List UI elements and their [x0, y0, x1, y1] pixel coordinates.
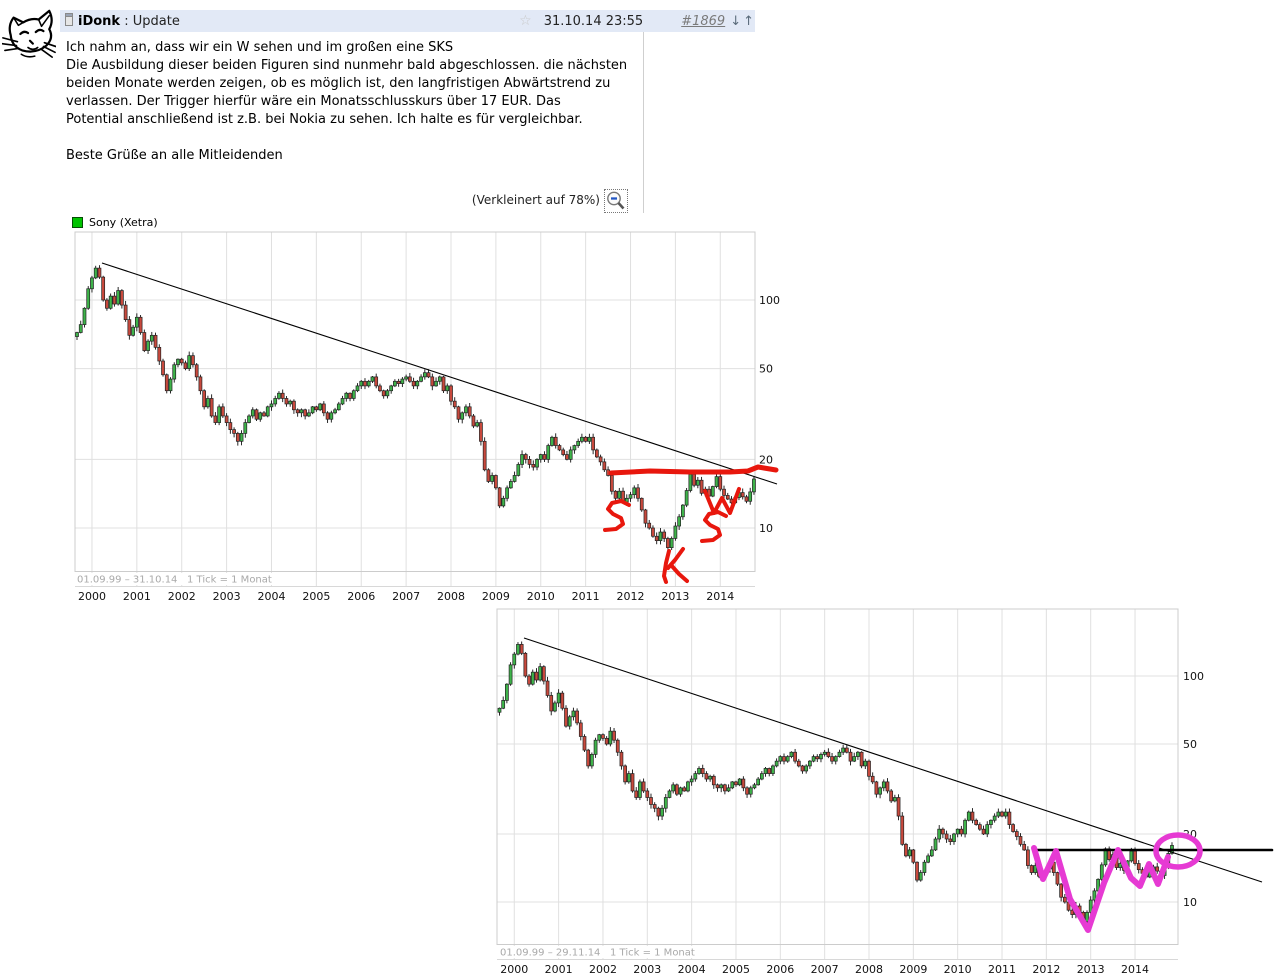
title-separator: : [120, 13, 133, 29]
svg-text:2004: 2004 [678, 963, 706, 976]
post-number-link[interactable]: #1869 [681, 13, 726, 29]
column-divider [643, 32, 644, 213]
sony-monthly-chart-breakout[interactable]: 2000 2001 2002 2003 2004 2005 2006 2007 2008 2009… [490, 600, 1280, 976]
post-title: Update [132, 13, 180, 29]
svg-text:2001: 2001 [123, 590, 151, 603]
svg-text:2013: 2013 [661, 590, 689, 603]
svg-text:2001: 2001 [545, 963, 573, 976]
magnifier-minus-icon [607, 191, 625, 210]
svg-text:2004: 2004 [257, 590, 285, 603]
svg-text:2008: 2008 [855, 963, 883, 976]
svg-text:2006: 2006 [347, 590, 375, 603]
svg-text:2002: 2002 [168, 590, 196, 603]
post-timestamp: 31.10.14 23:55 [543, 13, 644, 29]
svg-text:2010: 2010 [944, 963, 972, 976]
svg-text:20: 20 [759, 453, 773, 466]
svg-text:2002: 2002 [589, 963, 617, 976]
chart-legend: Sony (Xetra) [72, 216, 158, 229]
svg-text:01.09.99 – 29.11.14: 01.09.99 – 29.11.14 [500, 948, 600, 959]
svg-text:10: 10 [759, 522, 773, 535]
svg-text:1 Tick = 1 Monat: 1 Tick = 1 Monat [610, 948, 695, 959]
svg-text:01.09.99 – 31.10.14: 01.09.99 – 31.10.14 [77, 575, 177, 586]
svg-text:2006: 2006 [766, 963, 794, 976]
svg-text:100: 100 [1183, 670, 1204, 683]
svg-text:2000: 2000 [500, 963, 528, 976]
nav-down-icon[interactable]: ↓ [730, 13, 743, 29]
svg-text:2012: 2012 [1032, 963, 1060, 976]
svg-text:2009: 2009 [482, 590, 510, 603]
svg-text:2013: 2013 [1077, 963, 1105, 976]
svg-text:50: 50 [759, 363, 773, 376]
svg-text:10: 10 [1183, 896, 1197, 909]
letter-S-right-shoulder [700, 510, 728, 543]
svg-text:2003: 2003 [633, 963, 661, 976]
w-pattern-highlight [1031, 845, 1171, 933]
svg-text:1 Tick = 1 Monat: 1 Tick = 1 Monat [187, 575, 272, 586]
svg-text:100: 100 [759, 294, 780, 307]
letter-S-left-shoulder [603, 499, 631, 532]
svg-text:2009: 2009 [899, 963, 927, 976]
post-status-icon [65, 12, 73, 30]
svg-text:2014: 2014 [1121, 963, 1149, 976]
svg-text:2012: 2012 [617, 590, 645, 603]
svg-text:2011: 2011 [988, 963, 1016, 976]
author-name[interactable]: iDonk [78, 13, 121, 29]
letter-K-head-stroke3 [669, 563, 689, 583]
svg-text:2010: 2010 [527, 590, 555, 603]
svg-text:2008: 2008 [437, 590, 465, 603]
svg-text:2005: 2005 [722, 963, 750, 976]
svg-text:2007: 2007 [392, 590, 420, 603]
sony-monthly-chart-sks[interactable]: 2000 2001 2002 2003 2004 2005 2006 2007 2008 2009… [66, 215, 800, 607]
post-body-text: Ich nahm an, dass wir ein W sehen und im… [66, 40, 628, 163]
svg-text:2014: 2014 [706, 590, 734, 603]
svg-text:50: 50 [1183, 738, 1197, 751]
star-icon[interactable]: ☆ [519, 13, 532, 29]
svg-text:2000: 2000 [78, 590, 106, 603]
breakout-circle [1153, 832, 1203, 870]
w-pattern-mark [703, 487, 741, 515]
legend-color-swatch [72, 217, 83, 228]
zoom-out-button[interactable] [604, 189, 628, 213]
zoom-note: (Verkleinert auf 78%) [471, 193, 600, 207]
svg-text:2005: 2005 [302, 590, 330, 603]
user-avatar-cat-drawing[interactable] [2, 6, 56, 62]
sks-neckline-17.5-eur [608, 464, 779, 476]
svg-text:2007: 2007 [811, 963, 839, 976]
svg-text:2003: 2003 [213, 590, 241, 603]
svg-text:2011: 2011 [572, 590, 600, 603]
letter-K-head-stroke1 [662, 549, 671, 584]
nav-up-icon[interactable]: ↑ [743, 13, 755, 29]
post-header: iDonk : Update ☆ 31.10.14 23:55 #1869 ↓ … [60, 10, 755, 32]
legend-label: Sony (Xetra) [89, 216, 158, 229]
